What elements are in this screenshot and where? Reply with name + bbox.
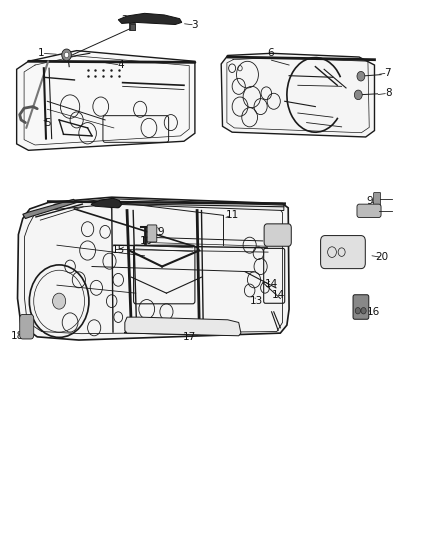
Text: 17: 17	[183, 332, 196, 342]
Text: 6: 6	[267, 49, 274, 58]
Text: 14: 14	[272, 290, 285, 300]
Polygon shape	[91, 198, 122, 208]
Text: 7: 7	[384, 68, 391, 78]
Circle shape	[53, 293, 66, 309]
Circle shape	[357, 71, 365, 81]
FancyBboxPatch shape	[147, 225, 157, 242]
Text: 14: 14	[265, 279, 278, 288]
Text: 11: 11	[226, 210, 239, 220]
Text: 9: 9	[366, 197, 373, 206]
Text: 20: 20	[375, 253, 389, 262]
FancyBboxPatch shape	[129, 23, 135, 30]
FancyBboxPatch shape	[20, 314, 34, 339]
Polygon shape	[18, 197, 289, 340]
Circle shape	[62, 49, 71, 61]
Text: 3: 3	[114, 200, 121, 210]
FancyBboxPatch shape	[357, 204, 381, 217]
Polygon shape	[118, 13, 182, 25]
Polygon shape	[17, 51, 195, 150]
Text: 2: 2	[121, 15, 128, 25]
Text: 10: 10	[363, 207, 376, 216]
Text: 10: 10	[140, 237, 153, 246]
FancyBboxPatch shape	[130, 24, 135, 30]
FancyBboxPatch shape	[264, 224, 291, 246]
Circle shape	[361, 308, 366, 314]
Text: 13: 13	[250, 296, 263, 306]
FancyBboxPatch shape	[374, 192, 381, 206]
Text: 1: 1	[38, 49, 45, 58]
Polygon shape	[50, 199, 284, 211]
Text: 8: 8	[385, 88, 392, 98]
FancyBboxPatch shape	[321, 236, 365, 269]
Text: 4: 4	[117, 60, 124, 70]
Polygon shape	[125, 317, 241, 336]
Polygon shape	[23, 199, 77, 219]
Text: 18: 18	[11, 331, 24, 341]
Text: 9: 9	[158, 227, 165, 237]
FancyBboxPatch shape	[353, 295, 369, 319]
Text: 5: 5	[44, 118, 51, 127]
Text: 3: 3	[191, 20, 198, 30]
Circle shape	[64, 52, 69, 58]
Text: 15: 15	[112, 245, 125, 255]
Text: 12: 12	[279, 236, 292, 245]
Text: 16: 16	[367, 307, 380, 317]
Polygon shape	[221, 53, 374, 137]
Circle shape	[355, 308, 360, 314]
Circle shape	[354, 90, 362, 100]
